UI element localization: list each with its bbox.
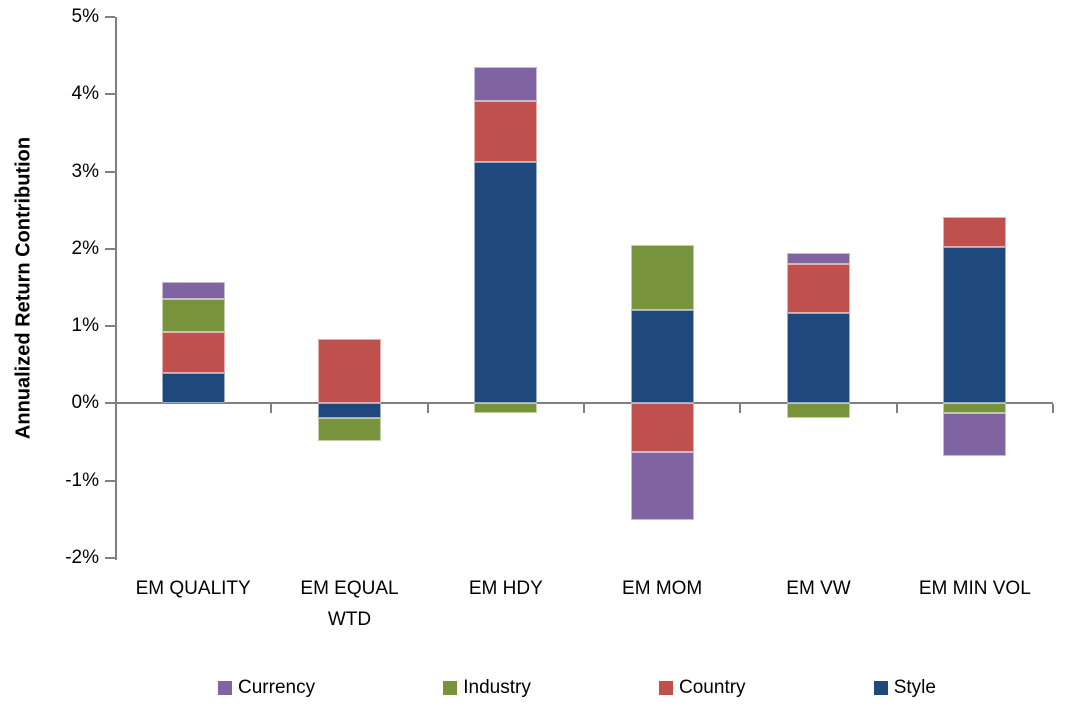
bar-segment-style (318, 403, 381, 419)
y-axis-tick (105, 402, 115, 405)
y-axis-tick (105, 16, 115, 18)
x-axis-tick (1052, 404, 1054, 414)
bar-segment-currency (630, 452, 694, 521)
legend-swatch-industry (443, 681, 458, 695)
x-axis-category-label: EM VW (786, 578, 851, 599)
y-axis-tick (105, 557, 115, 559)
y-axis-tick (105, 247, 115, 250)
bar-segment-country (943, 217, 1007, 247)
bar-segment-currency (943, 412, 1007, 456)
bar-segment-currency (161, 282, 225, 300)
bar-segment-style (943, 246, 1007, 404)
bar-segment-currency (787, 253, 850, 264)
x-axis-category-label: EM MOM (622, 578, 703, 599)
legend-label: Country (679, 677, 746, 698)
bar-segment-industry (161, 299, 225, 332)
y-axis-tick (105, 93, 115, 96)
x-axis-tick (895, 404, 898, 414)
bar-segment-style (474, 162, 538, 404)
legend-swatch-country (659, 681, 674, 695)
bar-segment-industry (318, 418, 381, 442)
x-axis-category-label: EM MIN VOL (918, 578, 1031, 599)
bar-segment-country (787, 263, 850, 313)
legend-swatch-style (873, 681, 888, 695)
y-axis-tick-label: 3% (71, 160, 99, 182)
legend-label: Style (893, 677, 936, 698)
bar-segment-country (630, 403, 694, 453)
bar-segment-style (787, 313, 850, 404)
x-axis-category-label: EM QUALITY (135, 578, 251, 599)
x-axis-category-label: EM HDY (468, 578, 543, 599)
y-axis-tick-label: 4% (71, 83, 99, 105)
x-axis-tick (426, 404, 429, 414)
y-axis-line (115, 17, 117, 560)
bar-segment-style (630, 309, 694, 404)
legend-item-industry: Industry (443, 678, 531, 698)
x-axis-category-label: EM EQUAL WTD (300, 578, 399, 630)
bar-segment-style (161, 372, 225, 404)
y-axis-tick-label: -2% (65, 547, 99, 568)
y-axis-tick-label: 1% (71, 315, 99, 337)
x-axis-tick (739, 404, 742, 414)
bar-segment-country (318, 338, 381, 404)
bar-segment-industry (943, 403, 1007, 413)
y-axis-tick-label: 0% (71, 392, 99, 414)
bar-segment-industry (630, 244, 694, 310)
y-axis-tick-label: -1% (65, 469, 99, 491)
bar-segment-industry (474, 403, 538, 414)
legend-item-country: Country (659, 678, 746, 698)
legend-item-currency: Currency (218, 678, 315, 698)
x-axis-tick (583, 404, 585, 414)
y-axis-tick-label: 2% (71, 237, 99, 259)
legend-swatch-currency (218, 681, 232, 695)
y-axis-tick (105, 325, 115, 328)
y-axis-tick-label: 5% (71, 6, 99, 27)
legend-label: Currency (238, 677, 316, 698)
legend-label: Industry (463, 677, 531, 698)
y-axis-tick (105, 479, 115, 482)
bar-segment-industry (787, 403, 850, 419)
y-axis-tick (105, 170, 115, 173)
x-axis-tick (270, 404, 273, 414)
zero-line (115, 402, 1053, 405)
bar-segment-currency (474, 67, 538, 102)
bar-segment-country (161, 331, 225, 373)
legend-item-style: Style (873, 677, 936, 698)
bar-segment-country (474, 101, 538, 163)
legend: Currency Industry Country Style (218, 676, 936, 700)
